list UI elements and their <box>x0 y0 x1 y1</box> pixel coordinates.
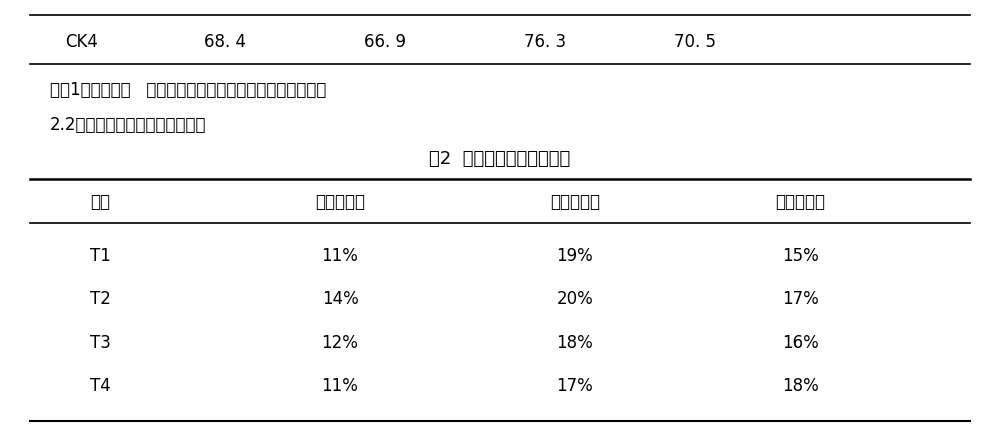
Text: 15%: 15% <box>782 247 818 265</box>
Text: T3: T3 <box>90 333 110 352</box>
Text: 2.2不同处理对小油菜性状的影响: 2.2不同处理对小油菜性状的影响 <box>50 116 207 134</box>
Text: 76. 3: 76. 3 <box>524 32 566 51</box>
Text: 66. 9: 66. 9 <box>364 32 406 51</box>
Text: 12%: 12% <box>322 333 358 352</box>
Text: 19%: 19% <box>557 247 593 265</box>
Text: CK4: CK4 <box>65 32 98 51</box>
Text: 20%: 20% <box>557 290 593 308</box>
Text: 14%: 14% <box>322 290 358 308</box>
Text: T1: T1 <box>90 247 110 265</box>
Text: 68. 4: 68. 4 <box>204 32 246 51</box>
Text: 由袆1可以看出，   喷施本发明产品的小油菜产量明显提高。: 由袆1可以看出， 喷施本发明产品的小油菜产量明显提高。 <box>50 81 326 99</box>
Text: 病害率降低: 病害率降低 <box>775 193 825 212</box>
Text: 袆2  不同处理对性状的影响: 袆2 不同处理对性状的影响 <box>429 149 571 168</box>
Text: 16%: 16% <box>782 333 818 352</box>
Text: 11%: 11% <box>322 247 358 265</box>
Text: 冻害率降低: 冻害率降低 <box>315 193 365 212</box>
Text: 70. 5: 70. 5 <box>674 32 716 51</box>
Text: 虫害率降低: 虫害率降低 <box>550 193 600 212</box>
Text: 11%: 11% <box>322 377 358 396</box>
Text: 处理: 处理 <box>90 193 110 212</box>
Text: T4: T4 <box>90 377 110 396</box>
Text: 18%: 18% <box>782 377 818 396</box>
Text: 17%: 17% <box>782 290 818 308</box>
Text: 17%: 17% <box>557 377 593 396</box>
Text: T2: T2 <box>90 290 110 308</box>
Text: 18%: 18% <box>557 333 593 352</box>
